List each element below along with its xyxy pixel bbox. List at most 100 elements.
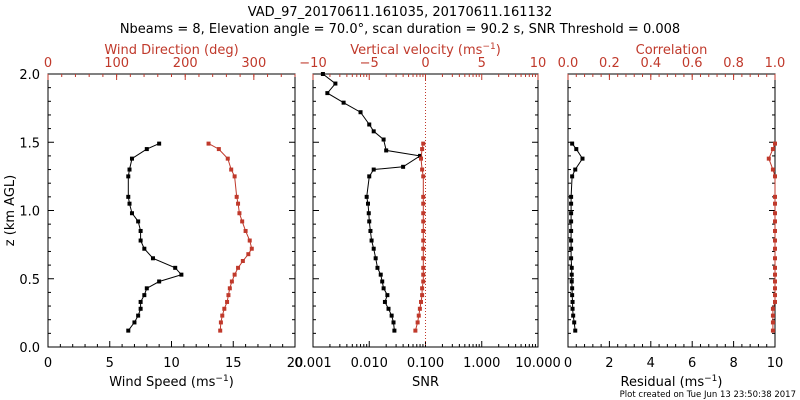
series-line <box>322 73 422 331</box>
x-tick-label: 0.100 <box>407 356 444 371</box>
data-point <box>569 228 574 233</box>
data-point <box>229 279 234 284</box>
data-point <box>126 194 131 199</box>
data-point <box>574 147 579 152</box>
data-point <box>421 219 426 224</box>
x-top-tick-label: 5 <box>478 56 486 71</box>
data-point <box>369 238 374 243</box>
data-point <box>237 211 242 216</box>
data-point <box>770 147 775 152</box>
x-top-tick-label: 0.8 <box>723 56 744 71</box>
data-point <box>569 201 574 206</box>
data-point <box>222 306 227 311</box>
data-point <box>570 174 575 179</box>
data-point <box>569 265 574 270</box>
data-point <box>371 246 376 251</box>
y-tick-label: 1.5 <box>19 136 40 151</box>
x-axis-label-top: Wind Direction (deg) <box>104 43 238 58</box>
data-point <box>421 265 426 270</box>
panel-frame <box>47 73 296 348</box>
data-point <box>569 238 574 243</box>
data-point <box>367 174 372 179</box>
data-point <box>569 194 574 199</box>
data-point <box>240 259 245 264</box>
x-axis-label-top: Vertical velocity (ms−1) <box>350 42 501 58</box>
x-tick-label: 20 <box>287 356 304 371</box>
figure-subtitle: Nbeams = 8, Elevation angle = 70.0°, sca… <box>120 22 680 37</box>
x-top-tick-label: 10 <box>530 56 547 71</box>
data-point <box>144 286 149 291</box>
data-point <box>367 219 372 224</box>
data-point <box>413 328 418 333</box>
data-point <box>341 100 346 105</box>
x-tick-label: 10.000 <box>515 356 561 371</box>
x-axis-label-top: Correlation <box>636 43 708 58</box>
data-point <box>417 306 422 311</box>
data-point <box>773 238 777 243</box>
x-axis-label-bottom: Residual (ms−1) <box>621 374 723 390</box>
data-point <box>157 141 162 146</box>
data-point <box>232 272 237 277</box>
data-point <box>232 174 237 179</box>
data-point <box>368 228 373 233</box>
panel-frame <box>312 73 539 348</box>
data-point <box>571 313 576 318</box>
x-top-tick-label: 200 <box>173 56 198 71</box>
data-point <box>138 306 143 311</box>
data-point <box>773 174 777 179</box>
data-point <box>136 313 141 318</box>
data-point <box>247 238 252 243</box>
data-point <box>358 110 363 115</box>
x-tick-label: 15 <box>225 356 242 371</box>
y-tick-label: 1.0 <box>19 205 40 220</box>
data-point <box>333 81 338 86</box>
data-point <box>773 201 777 206</box>
data-point <box>770 167 775 172</box>
data-point <box>570 286 575 291</box>
data-point <box>206 141 211 146</box>
data-point <box>773 194 777 199</box>
data-point <box>420 167 425 172</box>
data-point <box>386 306 391 311</box>
data-point <box>385 293 390 298</box>
x-top-tick-label: 300 <box>241 56 266 71</box>
data-point <box>401 164 406 169</box>
plot-created-note: Plot created on Tue Jun 13 23:50:38 2017 <box>620 390 796 400</box>
data-point <box>773 286 777 291</box>
data-point <box>773 256 777 261</box>
data-point <box>773 279 777 284</box>
data-point <box>138 238 143 243</box>
data-point <box>126 174 131 179</box>
data-point <box>389 313 394 318</box>
data-point <box>569 256 574 261</box>
x-top-tick-label: 0 <box>421 56 429 71</box>
data-point <box>770 320 775 325</box>
data-point <box>240 219 245 224</box>
data-point <box>371 129 376 134</box>
data-point <box>129 211 134 216</box>
data-point <box>773 141 777 146</box>
data-point <box>226 293 231 298</box>
data-point <box>421 228 426 233</box>
data-point <box>421 256 426 261</box>
data-point <box>569 279 574 284</box>
data-point <box>325 91 330 96</box>
x-top-tick-label: 0.4 <box>640 56 661 71</box>
data-point <box>179 272 184 277</box>
data-point <box>366 211 371 216</box>
data-point <box>773 219 777 224</box>
x-top-tick-label: 0.2 <box>599 56 620 71</box>
x-tick-label: 5 <box>106 356 114 371</box>
data-point <box>367 122 372 127</box>
data-point <box>580 156 585 161</box>
data-point <box>236 201 241 206</box>
x-tick-label: 10 <box>767 356 784 371</box>
y-tick-label: 0.0 <box>19 341 40 356</box>
y-tick-label: 0.5 <box>19 273 40 288</box>
data-point <box>364 194 369 199</box>
data-point <box>569 246 574 251</box>
data-point <box>381 137 386 142</box>
data-point <box>249 246 254 251</box>
data-point <box>381 286 386 291</box>
